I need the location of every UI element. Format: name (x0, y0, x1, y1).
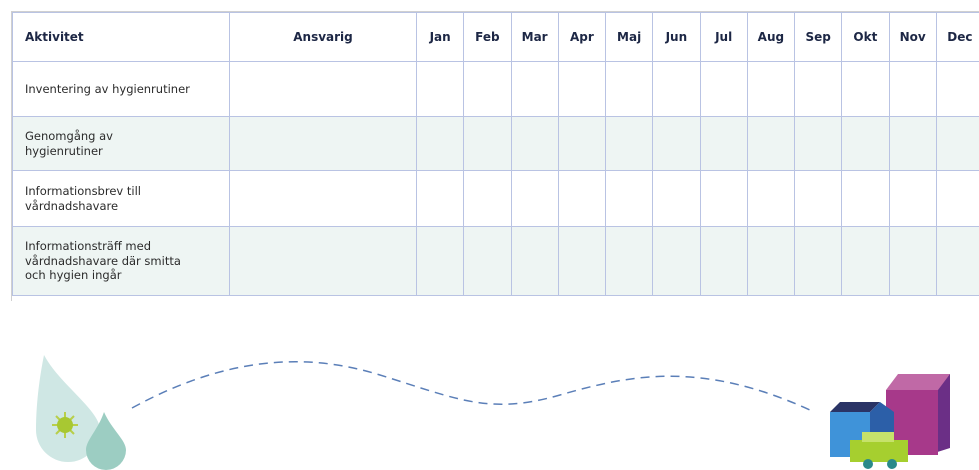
empty-cell (936, 171, 979, 227)
empty-cell (747, 117, 794, 171)
activity-cell: Inventering av hygienrutiner (13, 62, 230, 117)
activity-text: Informationsträff med vårdnadshavare där… (25, 239, 190, 284)
table-body: Inventering av hygienrutiner Genomgång av… (13, 62, 979, 296)
empty-cell (464, 171, 511, 227)
header-cell: Feb (464, 13, 511, 62)
buildings (830, 374, 950, 469)
empty-cell (558, 62, 605, 117)
empty-cell (511, 62, 558, 117)
table-row: Genomgång av hygienrutiner (13, 117, 979, 171)
empty-cell (889, 171, 936, 227)
empty-cell (936, 117, 979, 171)
dashed-path (132, 362, 810, 410)
empty-cell (653, 227, 700, 296)
empty-cell (558, 117, 605, 171)
empty-cell (606, 227, 653, 296)
table-row: Inventering av hygienrutiner (13, 62, 979, 117)
activity-cell: Informationsträff med vårdnadshavare där… (13, 227, 230, 296)
empty-cell (747, 62, 794, 117)
activity-cell: Informationsbrev till vårdnadshavare (13, 171, 230, 227)
empty-cell (889, 117, 936, 171)
empty-cell (795, 227, 842, 296)
empty-cell (230, 171, 417, 227)
empty-cell (511, 171, 558, 227)
empty-cell (417, 117, 464, 171)
empty-cell (230, 227, 417, 296)
empty-cell (653, 171, 700, 227)
empty-cell (936, 227, 979, 296)
activity-text: Informationsbrev till vårdnadshavare (25, 184, 190, 214)
empty-cell (464, 62, 511, 117)
table-row: Informationsträff med vårdnadshavare där… (13, 227, 979, 296)
activity-text: Inventering av hygienrutiner (25, 82, 190, 97)
empty-cell (936, 62, 979, 117)
header-cell: Mar (511, 13, 558, 62)
empty-cell (747, 171, 794, 227)
empty-cell (558, 227, 605, 296)
activity-text: Genomgång av hygienrutiner (25, 129, 190, 159)
header-cell: Apr (558, 13, 605, 62)
empty-cell (700, 227, 747, 296)
empty-cell (606, 171, 653, 227)
header-cell: Nov (889, 13, 936, 62)
header-cell: Maj (606, 13, 653, 62)
empty-cell (464, 227, 511, 296)
empty-cell (417, 62, 464, 117)
table-row: Informationsbrev till vårdnadshavare (13, 171, 979, 227)
empty-cell (417, 227, 464, 296)
activity-cell: Genomgång av hygienrutiner (13, 117, 230, 171)
header-cell: Okt (842, 13, 889, 62)
empty-cell (417, 171, 464, 227)
empty-cell (842, 227, 889, 296)
header-cell: Dec (936, 13, 979, 62)
empty-cell (464, 117, 511, 171)
empty-cell (230, 117, 417, 171)
empty-cell (842, 171, 889, 227)
empty-cell (653, 117, 700, 171)
empty-cell (842, 117, 889, 171)
empty-cell (606, 117, 653, 171)
empty-cell (700, 62, 747, 117)
empty-cell (795, 171, 842, 227)
empty-cell (511, 227, 558, 296)
empty-cell (653, 62, 700, 117)
empty-cell (889, 62, 936, 117)
header-cell: Jun (653, 13, 700, 62)
empty-cell (700, 117, 747, 171)
empty-cell (795, 117, 842, 171)
empty-cell (795, 62, 842, 117)
header-cell: Sep (795, 13, 842, 62)
header-cell: Aktivitet (13, 13, 230, 62)
empty-cell (606, 62, 653, 117)
empty-cell (747, 227, 794, 296)
empty-cell (511, 117, 558, 171)
empty-cell (700, 171, 747, 227)
empty-cell (230, 62, 417, 117)
empty-cell (889, 227, 936, 296)
header-cell: Aug (747, 13, 794, 62)
header-cell: Ansvarig (230, 13, 417, 62)
header-cell: Jul (700, 13, 747, 62)
empty-cell (842, 62, 889, 117)
illustration (0, 300, 979, 470)
empty-cell (558, 171, 605, 227)
page: AktivitetAnsvarigJanFebMarAprMajJunJulAu… (0, 0, 979, 470)
header-cell: Jan (417, 13, 464, 62)
